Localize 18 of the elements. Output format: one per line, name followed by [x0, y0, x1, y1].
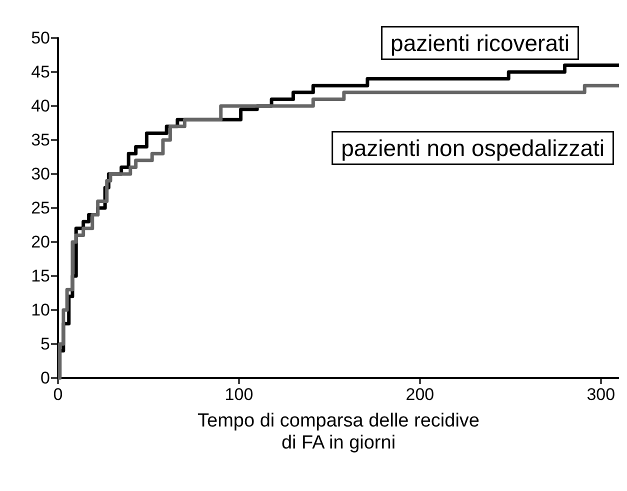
y-tick-label: 35	[31, 130, 50, 150]
x-tick-label: 0	[53, 385, 63, 404]
y-tick-label: 45	[31, 62, 50, 82]
x-tick-label: 200	[406, 385, 434, 404]
x-tick-label: 100	[224, 385, 254, 404]
y-tick-label: 25	[31, 198, 50, 218]
y-tick-label: 15	[31, 266, 50, 286]
y-tick-label: 5	[40, 334, 50, 354]
y-tick-label: 10	[31, 300, 50, 320]
y-tick-label: 50	[31, 28, 50, 48]
series-label: pazienti non ospedalizzati	[341, 135, 605, 161]
y-tick-label: 0	[40, 368, 50, 388]
y-tick-label: 40	[31, 96, 50, 116]
series-label: pazienti ricoverati	[390, 30, 570, 56]
x-tick-label: 300	[586, 385, 616, 404]
y-tick-label: 30	[31, 164, 50, 184]
y-tick-label: 20	[31, 232, 50, 252]
x-axis-title: Tempo di comparsa delle recidive di FA in giorni	[198, 410, 480, 454]
